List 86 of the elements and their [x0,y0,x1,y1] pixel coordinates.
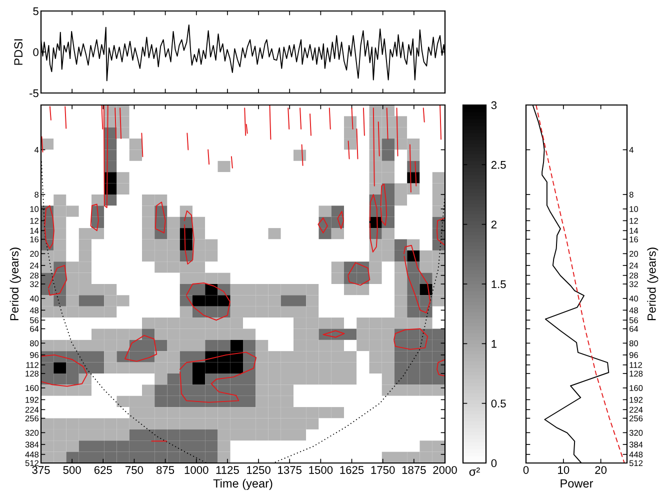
y-tick-label: 8 [629,192,634,198]
y-tick-label: 24 [630,262,638,268]
y-tick-label: 96 [30,352,39,358]
y-tick-label: 512 [629,460,643,466]
y-tick-label: 256 [25,415,39,422]
x-tick-label: 1375 [278,466,302,474]
y-tick-label: 128 [26,370,39,377]
y-tick-label: 448 [629,452,643,458]
y-tick-label: 4 [629,147,634,153]
y-tick-label: 64 [630,326,638,332]
y-tick-label: 10 [630,206,638,212]
y-tick-label: 28 [630,272,638,278]
y-tick-label: 384 [629,442,643,448]
x-tick-label: 1750 [371,466,395,474]
y-tick-label: 32 [629,281,638,288]
x-tick-label: 1125 [216,466,239,474]
y-tick-label: 5 [33,7,38,16]
y-tick-label: 160 [630,385,643,392]
y-tick-label: 12 [30,218,38,224]
y-tick-label: 224 [25,406,39,413]
y-tick-label: 40 [30,296,39,302]
y-tick-label: 192 [630,396,643,403]
x-tick-label: 1625 [340,466,364,474]
x-tick-label: 2000 [433,466,457,474]
x-tick-label: 1000 [184,466,208,474]
y-tick-label: 56 [30,317,39,324]
y-axis-title: Period (years) [10,248,21,320]
x-tick-label: 0 [523,466,529,474]
x-axis-title: Time (year) [213,478,272,490]
y-tick-label: 8 [34,192,39,198]
x-tick-label: 1875 [402,466,426,474]
color-bar-title: σ² [469,468,480,476]
color-bar-label: 0.5 [491,400,506,408]
y-tick-label: 96 [629,352,638,358]
y-tick-label: 16 [30,236,39,242]
x-tick-label: 1250 [247,466,270,474]
y-tick-label: 128 [630,370,643,377]
y-tick-label: 10 [30,206,39,212]
y-tick-label: 224 [630,406,643,413]
y-tick-label: 512 [25,460,38,466]
y-tick-label: 28 [30,272,39,278]
y-tick-label: 24 [30,262,39,268]
y-tick-label: 0 [33,48,38,56]
y-tick-label: 20 [30,250,39,257]
x-tick-label: 375 [32,466,50,474]
y-tick-label: 16 [630,236,638,242]
y-tick-label: 192 [26,396,38,403]
y-tick-label: 40 [629,296,638,302]
y-tick-label: 320 [629,430,643,436]
y-tick-label: 112 [26,362,38,368]
x-tick-label: 500 [63,466,81,474]
y-tick-label: 384 [25,442,39,448]
y-tick-label: 14 [630,228,638,234]
y-tick-label: 48 [30,307,39,314]
y-tick-label: 256 [630,415,643,422]
y-tick-label: 320 [25,430,39,436]
color-bar-label: 2 [491,220,496,228]
y-tick-label: 48 [629,307,638,314]
y-tick-label: 20 [630,250,638,257]
y-tick-label: 12 [630,218,638,224]
y-axis-title: Period (years) [647,248,658,320]
y-tick-label: 448 [25,452,39,458]
x-tick-label: 625 [94,466,112,474]
y-tick-label: 80 [629,340,638,346]
color-bar-label: 2.5 [491,160,506,169]
x-tick-label: 750 [126,466,144,474]
y-tick-label: 32 [30,281,38,288]
y-axis-title: PDSI [14,39,23,65]
y-tick-label: -5 [30,89,38,98]
x-axis-title: Power [560,479,594,488]
y-tick-label: 56 [629,317,638,324]
y-tick-label: 14 [30,228,39,234]
y-tick-label: 112 [630,362,642,368]
x-tick-label: 10 [558,466,570,474]
y-tick-label: 160 [26,385,39,392]
y-tick-label: 80 [30,340,39,346]
color-bar-label: 1.5 [492,280,506,288]
x-tick-label: 20 [595,466,607,474]
x-tick-label: 1500 [309,466,333,474]
y-tick-label: 64 [30,326,39,332]
color-bar-label: 1 [492,340,496,348]
color-bar-label: 0 [491,459,497,468]
color-bar-label: 3 [491,101,497,110]
line-series [536,105,625,463]
x-tick-label: 875 [156,466,174,474]
y-tick-label: 4 [34,147,39,153]
